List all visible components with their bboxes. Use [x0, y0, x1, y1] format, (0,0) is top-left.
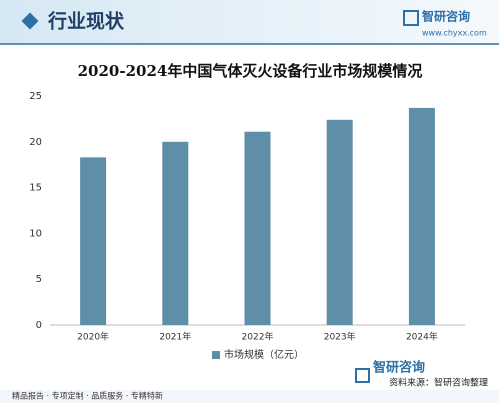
- y-tick-label: 15: [29, 183, 42, 194]
- brand-name: 智研咨询: [421, 9, 470, 24]
- footer-bar: [0, 390, 499, 403]
- brand-url: www.chyxx.com: [422, 29, 487, 38]
- header-title: 行业现状: [47, 10, 125, 33]
- y-tick-label: 20: [29, 137, 42, 148]
- source-logo: [355, 368, 370, 383]
- source-note: 资料来源：智研咨询整理: [389, 377, 488, 389]
- bar: [244, 131, 271, 325]
- x-tick-label: 2022年: [242, 331, 274, 343]
- bar: [408, 107, 435, 326]
- x-tick-label: 2020年: [77, 331, 109, 343]
- legend-swatch: [212, 351, 220, 359]
- source-brand: 智研咨询: [373, 360, 425, 376]
- brand-logo: [403, 10, 419, 26]
- bar: [326, 119, 353, 325]
- legend-label: 市场规模（亿元）: [224, 348, 304, 361]
- y-tick-label: 25: [29, 91, 42, 102]
- x-tick-label: 2021年: [159, 331, 191, 343]
- y-tick-label: 10: [29, 228, 42, 239]
- chart-title: 2020-2024年中国气体灭火设备行业市场规模情况: [78, 62, 423, 80]
- bar: [162, 141, 189, 325]
- x-tick-label: 2024年: [406, 331, 438, 343]
- bar: [80, 157, 107, 325]
- y-tick-label: 0: [36, 320, 42, 331]
- x-tick-label: 2023年: [324, 331, 356, 343]
- header-bar: [0, 0, 499, 44]
- footer-slogan: 精品报告 · 专项定制 · 品质服务 · 专精特新: [12, 391, 163, 401]
- y-tick-label: 5: [36, 274, 42, 285]
